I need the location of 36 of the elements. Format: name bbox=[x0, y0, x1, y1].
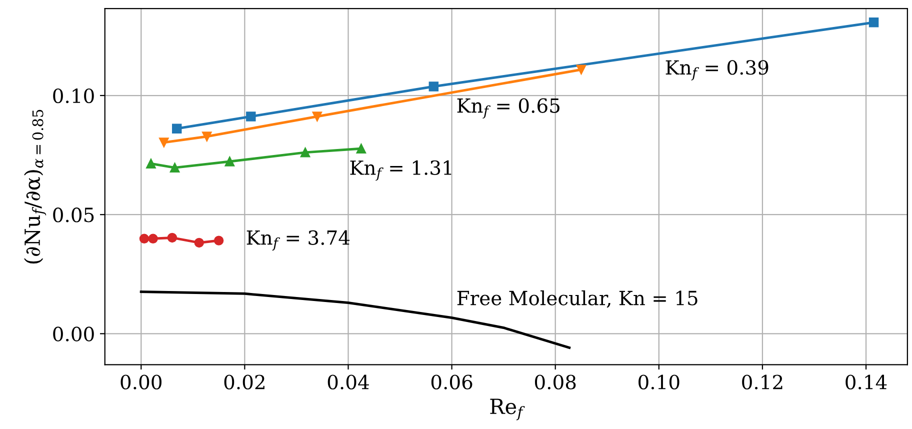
series-label: Kn$_{f}$ = 1.31 bbox=[350, 160, 452, 181]
point bbox=[356, 144, 366, 154]
x-axis-title: Re$_{f}$ bbox=[490, 398, 525, 420]
point bbox=[202, 132, 212, 142]
series-label: Kn$_{f}$ = 0.39 bbox=[666, 60, 768, 80]
point bbox=[300, 148, 310, 158]
series-label: Kn$_{f}$ = 0.65 bbox=[457, 98, 560, 119]
x-tick-label: 0.10 bbox=[638, 374, 680, 390]
point bbox=[214, 236, 224, 246]
x-tick-label: 0.02 bbox=[224, 374, 264, 390]
y-tick-label: 0.10 bbox=[53, 88, 94, 104]
point bbox=[246, 112, 256, 122]
point bbox=[148, 234, 158, 244]
x-tick-label: 0.12 bbox=[742, 374, 782, 390]
point bbox=[194, 238, 204, 248]
x-tick-label: 0.08 bbox=[534, 374, 576, 390]
y-axis-title: (∂Nu$_{f}$/∂α)$_{α=0.85}$ bbox=[24, 110, 46, 264]
series-label: Free Molecular, Kn = 15 bbox=[457, 290, 698, 308]
point bbox=[146, 158, 156, 168]
point bbox=[167, 232, 178, 243]
point bbox=[170, 162, 180, 173]
point bbox=[139, 234, 150, 244]
y-tick-label: 0.00 bbox=[53, 326, 94, 342]
x-tick-label: 0.04 bbox=[328, 374, 369, 390]
point bbox=[172, 124, 182, 134]
series-label: Kn$_{f}$ = 3.74 bbox=[246, 230, 350, 251]
x-tick-label: 0.14 bbox=[846, 374, 887, 390]
point bbox=[576, 64, 586, 74]
point bbox=[224, 156, 235, 166]
point bbox=[868, 18, 879, 28]
x-tick-label: 0.00 bbox=[120, 374, 162, 390]
y-tick-label: 0.05 bbox=[53, 208, 94, 222]
point bbox=[428, 82, 439, 92]
point bbox=[312, 112, 322, 122]
point bbox=[159, 138, 169, 148]
x-tick-label: 0.06 bbox=[431, 374, 472, 390]
